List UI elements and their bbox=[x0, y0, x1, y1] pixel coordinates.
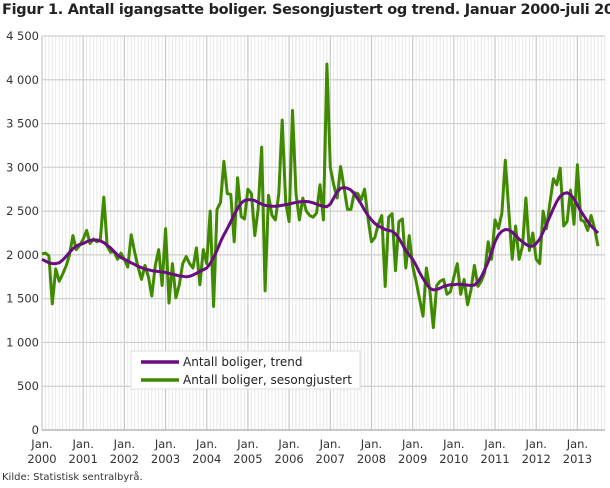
x-tick-label-year: 2000 bbox=[27, 452, 56, 466]
x-tick-label-year: 2004 bbox=[192, 452, 221, 466]
y-tick-label: 1 500 bbox=[6, 292, 39, 306]
x-tick-label-month: Jan. bbox=[154, 437, 176, 451]
legend: Antall boliger, trend Antall boliger, se… bbox=[130, 350, 361, 390]
x-tick-label-month: Jan. bbox=[483, 437, 505, 451]
x-tick-label-month: Jan. bbox=[525, 437, 547, 451]
x-tick-label-year: 2003 bbox=[151, 452, 180, 466]
series-lines bbox=[41, 62, 600, 330]
legend-label-trend: Antall boliger, trend bbox=[183, 355, 303, 369]
y-tick-label: 4 000 bbox=[6, 73, 39, 87]
x-tick-label-year: 2008 bbox=[357, 452, 386, 466]
x-tick-label-year: 2005 bbox=[233, 452, 262, 466]
x-tick-label-month: Jan. bbox=[277, 437, 299, 451]
x-tick-label-year: 2010 bbox=[439, 452, 468, 466]
source-note: Kilde: Statistisk sentralbyrå. bbox=[2, 472, 143, 483]
x-tick-label-month: Jan. bbox=[566, 437, 588, 451]
y-axis: 0 500 1 000 1 500 2 000 2 500 3 000 3 500 4 000 4… bbox=[6, 29, 39, 437]
y-tick-label: 0 bbox=[32, 423, 39, 437]
x-tick-label-month: Jan. bbox=[401, 437, 423, 451]
legend-box bbox=[130, 350, 361, 390]
y-tick-label: 2 500 bbox=[6, 204, 39, 218]
x-tick-label-year: 2012 bbox=[522, 452, 551, 466]
x-tick-label-month: Jan. bbox=[360, 437, 382, 451]
x-tick-label-month: Jan. bbox=[442, 437, 464, 451]
y-tick-label: 3 000 bbox=[6, 160, 39, 174]
seasonally-adjusted-line bbox=[41, 62, 600, 330]
x-tick-label-year: 2006 bbox=[274, 452, 303, 466]
x-tick-label-month: Jan. bbox=[30, 437, 52, 451]
x-tick-label-month: Jan. bbox=[236, 437, 258, 451]
x-tick-label-month: Jan. bbox=[319, 437, 341, 451]
chart-title: Figur 1. Antall igangsatte boliger. Seso… bbox=[2, 2, 610, 18]
y-tick-label: 1 000 bbox=[6, 335, 39, 349]
y-tick-label: 500 bbox=[17, 379, 39, 393]
x-tick-label-year: 2013 bbox=[563, 452, 592, 466]
y-tick-label: 3 500 bbox=[6, 117, 39, 131]
x-tick-label-month: Jan. bbox=[113, 437, 135, 451]
x-tick-label-year: 2002 bbox=[110, 452, 139, 466]
x-tick-label-year: 2011 bbox=[480, 452, 509, 466]
x-tick-label-year: 2009 bbox=[398, 452, 427, 466]
x-tick-label-year: 2001 bbox=[69, 452, 98, 466]
x-tick-label-month: Jan. bbox=[195, 437, 217, 451]
y-tick-label: 4 500 bbox=[6, 29, 39, 43]
x-axis: Jan.2000Jan.2001Jan.2002Jan.2003Jan.2004… bbox=[27, 437, 592, 466]
x-tick-label-month: Jan. bbox=[71, 437, 93, 451]
trend-line bbox=[41, 186, 600, 292]
legend-label-seasonal: Antall boliger, sesongjustert bbox=[183, 373, 352, 387]
x-tick-label-year: 2007 bbox=[316, 452, 345, 466]
y-tick-label: 2 000 bbox=[6, 248, 39, 262]
